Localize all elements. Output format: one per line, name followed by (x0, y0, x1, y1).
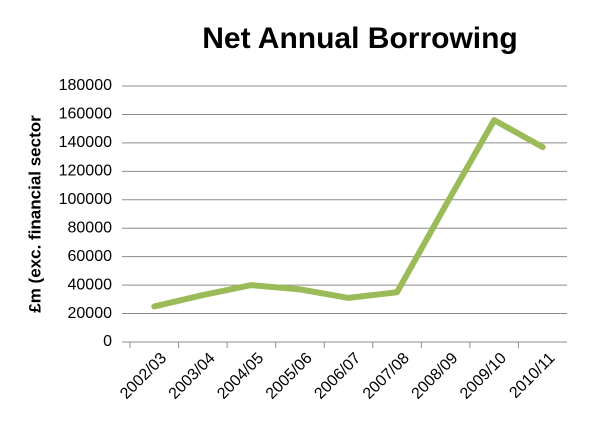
chart-title: Net Annual Borrowing (202, 22, 518, 55)
y-tick-label: 60000 (68, 248, 113, 265)
x-tick-label: 2008/09 (409, 350, 462, 403)
y-tick-label: 40000 (68, 276, 113, 293)
y-tick-label: 140000 (59, 134, 112, 151)
y-tick-label: 100000 (59, 191, 112, 208)
y-tick-label: 0 (103, 333, 112, 350)
x-tick-label: 2006/07 (311, 350, 364, 403)
x-tick-label: 2009/10 (457, 350, 510, 403)
x-tick-label: 2005/06 (263, 350, 316, 403)
y-tick-label: 120000 (59, 163, 112, 180)
data-line (151, 117, 546, 310)
x-tick-label: 2002/03 (117, 350, 170, 403)
y-tick-label: 80000 (68, 219, 113, 236)
x-tick-label: 2007/08 (360, 350, 413, 403)
y-tick-label: 20000 (68, 305, 113, 322)
x-tick-label: 2004/05 (214, 350, 267, 403)
y-axis-label: £m (exc. financial sector (25, 115, 44, 313)
x-tick-label: 2010/11 (506, 350, 558, 402)
y-tick-label: 160000 (59, 106, 112, 123)
x-tick-label: 2003/04 (166, 350, 219, 403)
y-tick-label: 180000 (59, 77, 112, 94)
